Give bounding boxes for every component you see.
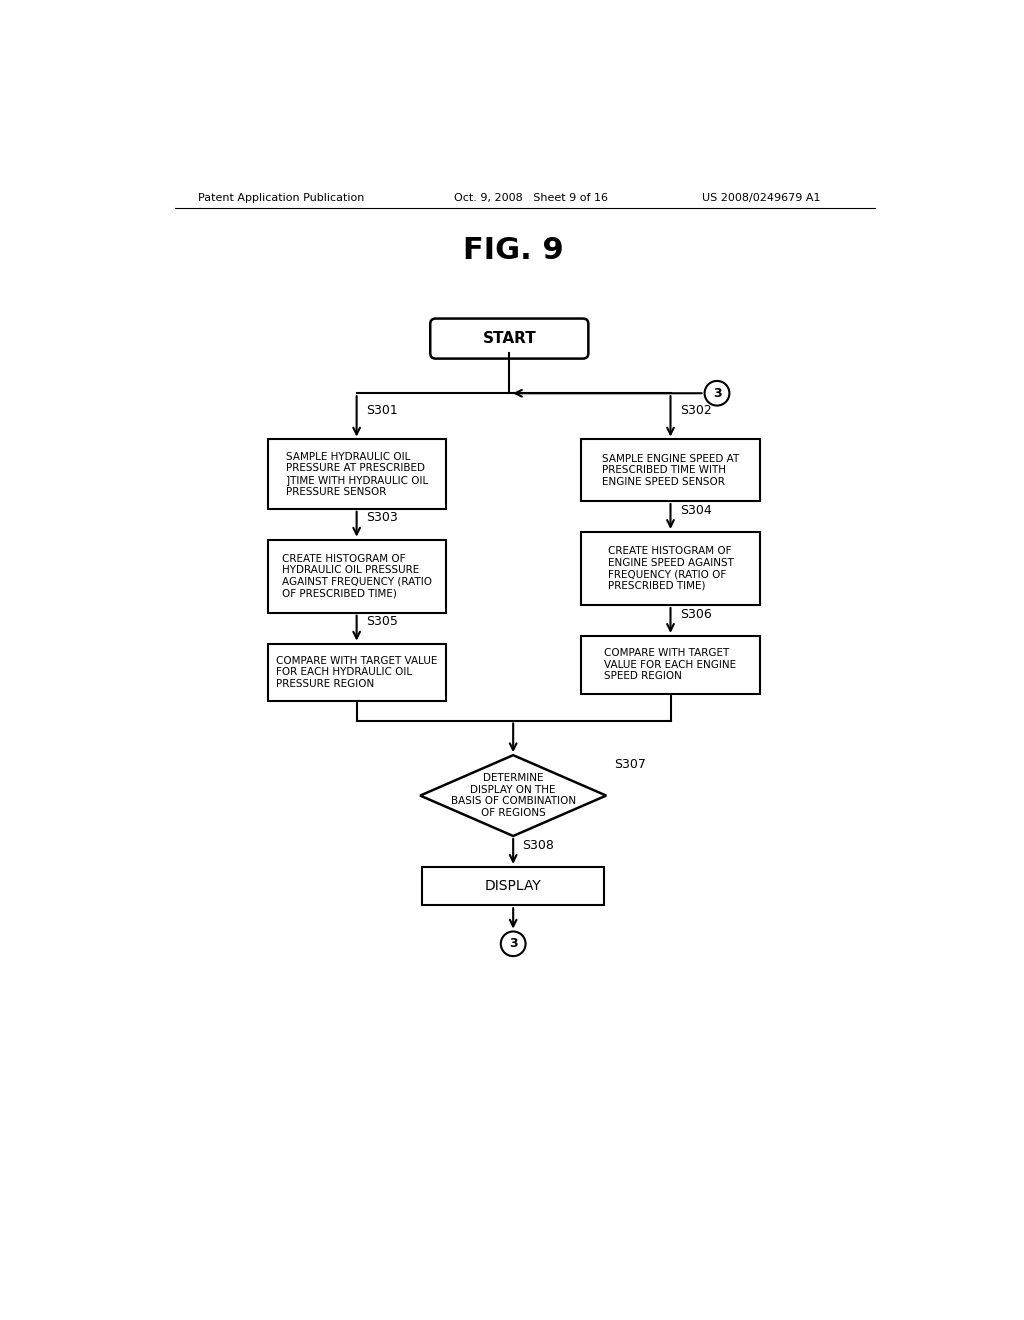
Text: S304: S304 bbox=[680, 504, 712, 517]
Text: S303: S303 bbox=[366, 511, 397, 524]
Bar bbox=[267, 540, 445, 612]
FancyBboxPatch shape bbox=[430, 318, 589, 359]
Text: S308: S308 bbox=[522, 838, 554, 851]
Text: US 2008/0249679 A1: US 2008/0249679 A1 bbox=[701, 194, 820, 203]
Bar bbox=[267, 440, 445, 508]
Text: DISPLAY: DISPLAY bbox=[484, 879, 542, 894]
Text: SAMPLE ENGINE SPEED AT
PRESCRIBED TIME WITH
ENGINE SPEED SENSOR: SAMPLE ENGINE SPEED AT PRESCRIBED TIME W… bbox=[602, 454, 739, 487]
Text: DETERMINE
DISPLAY ON THE
BASIS OF COMBINATION
OF REGIONS: DETERMINE DISPLAY ON THE BASIS OF COMBIN… bbox=[451, 774, 575, 818]
Text: FIG. 9: FIG. 9 bbox=[463, 236, 563, 265]
Text: S307: S307 bbox=[614, 758, 646, 771]
Text: COMPARE WITH TARGET
VALUE FOR EACH ENGINE
SPEED REGION: COMPARE WITH TARGET VALUE FOR EACH ENGIN… bbox=[604, 648, 736, 681]
Text: S302: S302 bbox=[680, 404, 712, 417]
Bar bbox=[582, 440, 760, 502]
Text: S306: S306 bbox=[680, 607, 712, 620]
Text: 3: 3 bbox=[509, 937, 517, 950]
Bar bbox=[582, 532, 760, 605]
Text: CREATE HISTOGRAM OF
HYDRAULIC OIL PRESSURE
AGAINST FREQUENCY (RATIO
OF PRESCRIBE: CREATE HISTOGRAM OF HYDRAULIC OIL PRESSU… bbox=[282, 553, 432, 598]
Text: COMPARE WITH TARGET VALUE
FOR EACH HYDRAULIC OIL
PRESSURE REGION: COMPARE WITH TARGET VALUE FOR EACH HYDRA… bbox=[275, 656, 437, 689]
Text: S305: S305 bbox=[366, 615, 397, 628]
Text: SAMPLE HYDRAULIC OIL
PRESSURE AT PRESCRIBED
]TIME WITH HYDRAULIC OIL
PRESSURE SE: SAMPLE HYDRAULIC OIL PRESSURE AT PRESCRI… bbox=[286, 451, 428, 496]
Text: Oct. 9, 2008   Sheet 9 of 16: Oct. 9, 2008 Sheet 9 of 16 bbox=[454, 194, 607, 203]
Polygon shape bbox=[420, 755, 606, 836]
Bar bbox=[582, 636, 760, 693]
Text: START: START bbox=[482, 331, 537, 346]
Bar bbox=[267, 644, 445, 701]
Text: CREATE HISTOGRAM OF
ENGINE SPEED AGAINST
FREQUENCY (RATIO OF
PRESCRIBED TIME): CREATE HISTOGRAM OF ENGINE SPEED AGAINST… bbox=[607, 546, 733, 591]
Text: Patent Application Publication: Patent Application Publication bbox=[198, 194, 365, 203]
Bar bbox=[422, 867, 604, 906]
Text: S301: S301 bbox=[366, 404, 397, 417]
Text: 3: 3 bbox=[713, 387, 721, 400]
